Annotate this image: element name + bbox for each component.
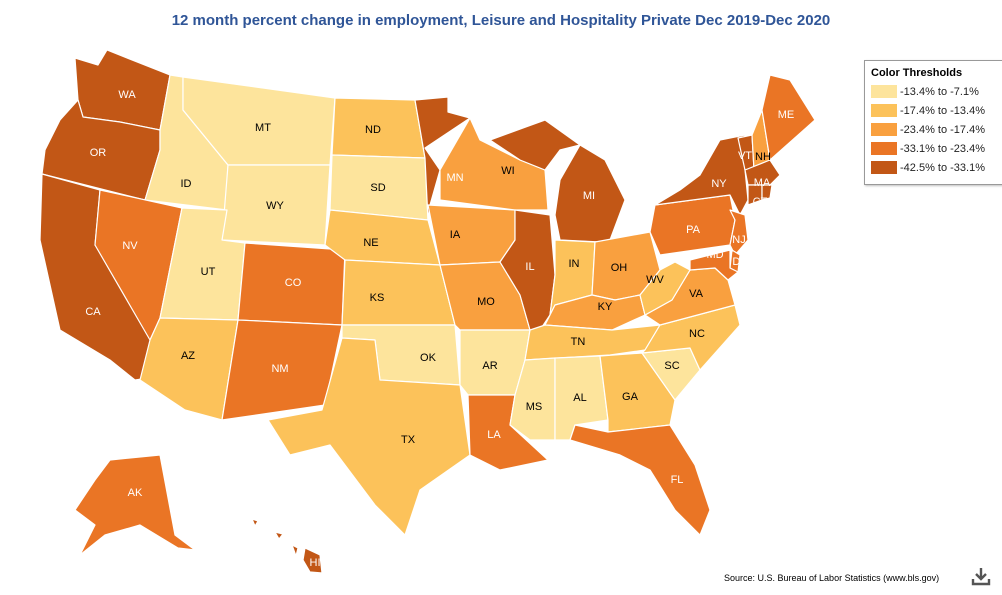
legend-item[interactable]: -42.5% to -33.1% [871, 161, 1000, 174]
state-MN[interactable] [414, 96, 471, 221]
state-label: NV [122, 240, 138, 252]
state-label: NH [755, 151, 771, 163]
legend-label: -33.1% to -23.4% [900, 142, 985, 155]
state-label: NC [689, 328, 705, 340]
state-label: VT [738, 150, 752, 162]
state-label: UT [201, 266, 216, 278]
state-KS[interactable] [341, 259, 456, 326]
legend-item[interactable]: -13.4% to -7.1% [871, 85, 1000, 98]
state-label: VA [689, 288, 704, 300]
state-label: NM [271, 363, 288, 375]
state-RI[interactable] [761, 184, 773, 201]
state-label: AR [482, 360, 497, 372]
state-label: RI [772, 189, 783, 201]
state-label: IL [525, 261, 534, 273]
state-ME[interactable] [761, 74, 816, 161]
state-label: TX [401, 434, 416, 446]
state-label: SC [664, 360, 679, 372]
map-title: 12 month percent change in employment, L… [171, 12, 831, 29]
legend-label: -13.4% to -7.1% [900, 85, 979, 98]
state-HI[interactable] [251, 518, 323, 574]
legend-swatch [871, 161, 897, 174]
state-label: LA [487, 429, 501, 441]
state-label: CO [285, 277, 302, 289]
choropleth-map: WA OR CA ID NV MT WY UT AZ CO NM ND SD NE KS OK TX MN IA MO… [0, 40, 860, 585]
source-note: Source: U.S. Bureau of Labor Statistics … [724, 573, 940, 583]
state-label: PA [686, 224, 701, 236]
state-FL[interactable] [569, 424, 711, 536]
legend-item[interactable]: -23.4% to -17.4% [871, 123, 1000, 136]
legend-title: Color Thresholds [871, 67, 963, 79]
state-label: OK [420, 352, 437, 364]
state-label: MN [446, 172, 463, 184]
state-label: CT [753, 196, 768, 208]
state-label: WA [118, 89, 136, 101]
state-label: GA [622, 391, 639, 403]
state-IA[interactable] [427, 204, 516, 266]
state-label: MA [754, 177, 771, 189]
state-label: HI [310, 557, 321, 569]
state-label: SD [370, 182, 385, 194]
state-label: OR [90, 147, 107, 159]
state-WI[interactable] [439, 117, 549, 211]
state-label: MI [583, 190, 595, 202]
state-label: AK [128, 487, 143, 499]
state-label: TN [571, 336, 586, 348]
state-label: WI [501, 165, 514, 177]
state-label: ME [778, 109, 795, 121]
state-label: IA [450, 229, 461, 241]
state-MA[interactable] [744, 159, 781, 186]
legend-label: -42.5% to -33.1% [900, 161, 985, 174]
state-label: WV [646, 274, 664, 286]
state-label: WY [266, 200, 284, 212]
state-label: CA [85, 306, 101, 318]
download-button[interactable] [971, 566, 991, 586]
state-label: AZ [181, 350, 195, 362]
state-AZ[interactable] [139, 317, 239, 421]
state-TX[interactable] [267, 337, 471, 536]
state-label: NE [363, 237, 378, 249]
legend-swatch [871, 123, 897, 136]
state-label: MO [477, 296, 495, 308]
state-label: ID [181, 178, 192, 190]
legend-item[interactable]: -17.4% to -13.4% [871, 104, 1000, 117]
state-AK[interactable] [74, 454, 196, 556]
legend-label: -17.4% to -13.4% [900, 104, 985, 117]
legend-swatch [871, 142, 897, 155]
state-label: ND [365, 124, 381, 136]
legend-label: -23.4% to -17.4% [900, 123, 985, 136]
state-label: MD [706, 249, 723, 261]
state-label: NJ [732, 234, 745, 246]
legend-swatch [871, 85, 897, 98]
state-label: DE [732, 256, 747, 268]
state-label: IN [569, 258, 580, 270]
color-legend: Color Thresholds -13.4% to -7.1% -17.4% … [864, 60, 1002, 185]
state-label: KS [370, 292, 385, 304]
state-labels: WA OR CA ID NV MT WY UT AZ CO NM ND SD NE KS OK TX MN IA MO… [85, 89, 794, 569]
state-label: NY [711, 178, 727, 190]
legend-swatch [871, 104, 897, 117]
state-label: MT [255, 122, 271, 134]
state-label: OH [611, 262, 628, 274]
state-KY[interactable] [544, 294, 646, 331]
state-label: AL [573, 392, 586, 404]
state-label: FL [671, 474, 684, 486]
state-label: KY [598, 301, 613, 313]
legend-item[interactable]: -33.1% to -23.4% [871, 142, 1000, 155]
state-MD[interactable] [689, 249, 739, 281]
download-icon [971, 568, 991, 586]
state-label: MS [526, 401, 543, 413]
